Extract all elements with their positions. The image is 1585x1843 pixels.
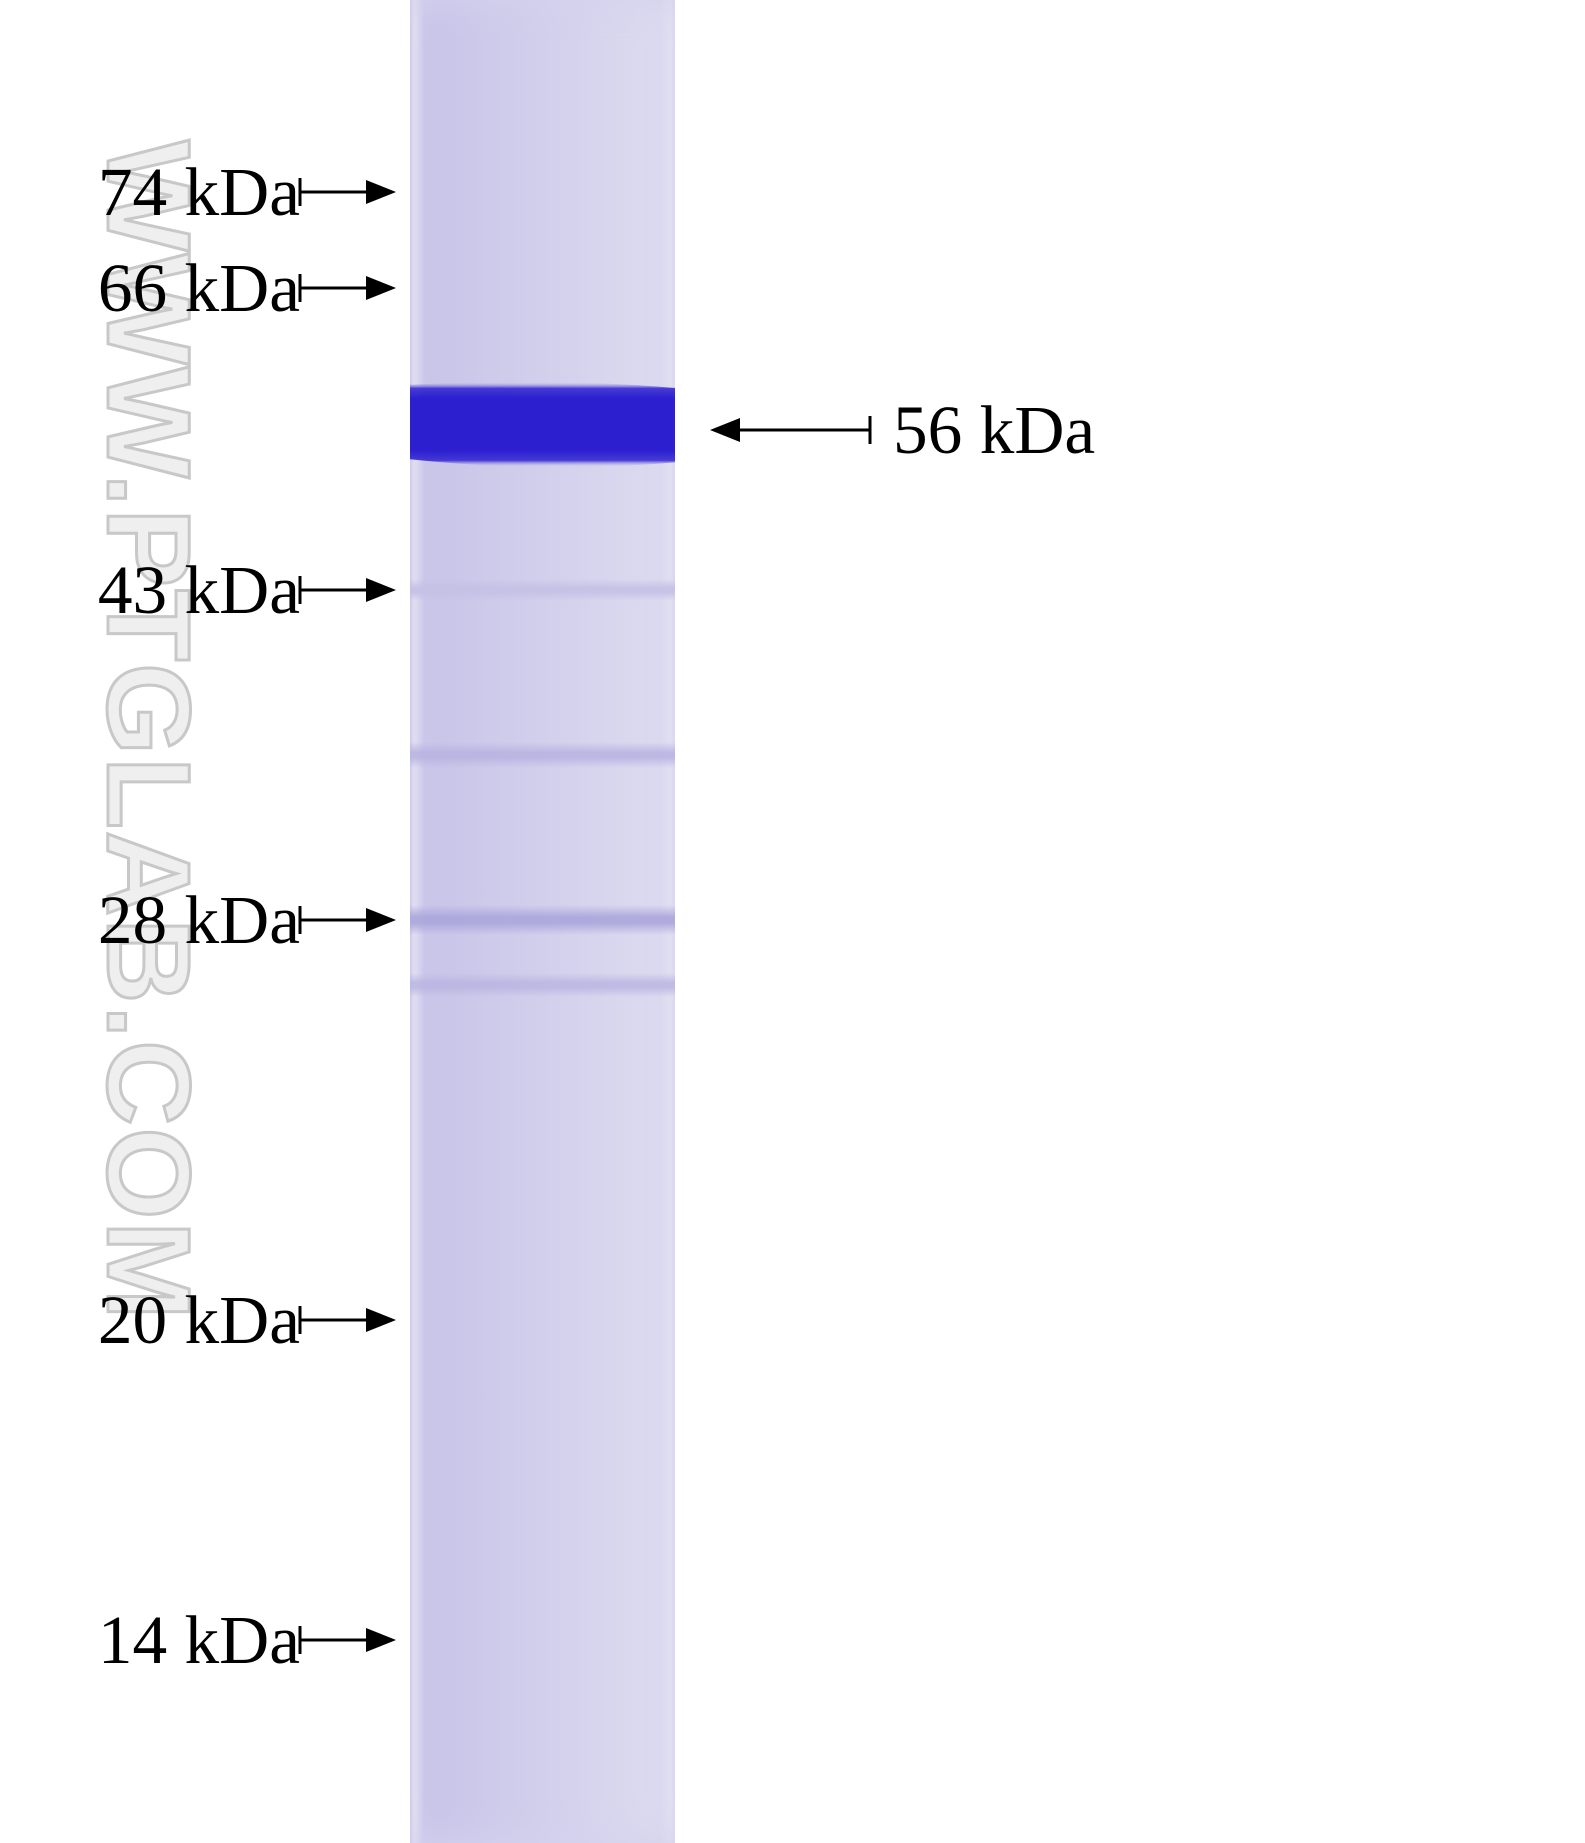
marker-label: 74 kDa — [98, 152, 300, 232]
protein-band-faint — [410, 905, 675, 935]
protein-band-faint — [410, 742, 675, 768]
gel-lane — [410, 0, 675, 1843]
protein-band-faint — [410, 579, 675, 601]
marker-label: 43 kDa — [98, 550, 300, 630]
marker-arrow-icon — [296, 902, 400, 938]
marker-arrow-icon — [296, 1302, 400, 1338]
marker-label: 28 kDa — [98, 880, 300, 960]
marker-label: 20 kDa — [98, 1280, 300, 1360]
marker-label: 14 kDa — [98, 1600, 300, 1680]
marker-arrow-icon — [296, 1622, 400, 1658]
marker-arrow-icon — [296, 572, 400, 608]
gel-figure: WWW.PTGLAB.COM 74 kDa66 kDa43 kDa28 kDa2… — [0, 0, 1585, 1843]
marker-label: 66 kDa — [98, 248, 300, 328]
protein-band-main — [410, 370, 675, 490]
marker-arrow-icon — [296, 270, 400, 306]
protein-band-faint — [410, 973, 675, 997]
marker-arrow-icon — [296, 174, 400, 210]
target-arrow-icon — [706, 412, 874, 448]
target-label: 56 kDa — [893, 390, 1095, 470]
